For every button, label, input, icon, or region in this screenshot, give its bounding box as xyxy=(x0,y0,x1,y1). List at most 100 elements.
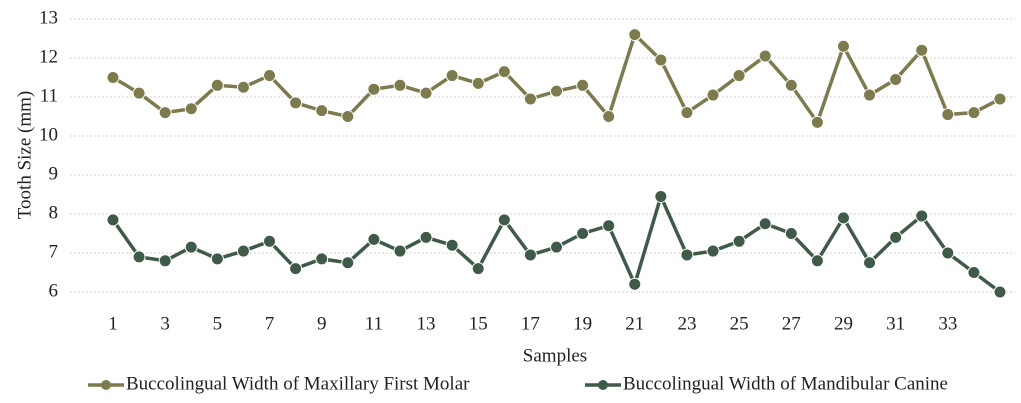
data-point xyxy=(471,76,485,90)
data-point xyxy=(680,248,694,262)
data-point xyxy=(836,211,850,225)
data-point xyxy=(654,189,668,203)
data-point xyxy=(210,252,224,266)
x-tick-label: 5 xyxy=(213,313,223,334)
data-point xyxy=(341,256,355,270)
y-tick-label: 11 xyxy=(40,85,58,106)
data-point xyxy=(758,49,772,63)
y-tick-label: 8 xyxy=(49,202,59,223)
data-point xyxy=(106,213,120,227)
legend-label: Buccolingual Width of Maxillary First Mo… xyxy=(126,373,470,394)
data-point xyxy=(315,252,329,266)
series-line xyxy=(112,31,1001,127)
x-tick-label: 23 xyxy=(677,313,696,334)
data-point xyxy=(393,78,407,92)
x-tick-label: 25 xyxy=(730,313,749,334)
data-point xyxy=(993,285,1007,299)
data-point xyxy=(158,254,172,268)
y-tick-label: 9 xyxy=(49,163,59,184)
x-tick-label: 15 xyxy=(469,313,488,334)
x-tick-label: 31 xyxy=(886,313,905,334)
data-point xyxy=(210,78,224,92)
data-point xyxy=(289,262,303,276)
data-point xyxy=(758,217,772,231)
y-tick-label: 13 xyxy=(39,7,58,28)
data-point xyxy=(523,92,537,106)
data-point xyxy=(419,86,433,100)
data-point xyxy=(863,256,877,270)
data-point xyxy=(941,108,955,122)
data-point xyxy=(184,102,198,116)
data-point xyxy=(732,69,746,83)
data-point xyxy=(576,227,590,240)
data-point xyxy=(889,230,903,244)
data-point xyxy=(967,266,981,279)
data-point xyxy=(367,82,381,96)
data-point xyxy=(836,39,850,53)
data-point xyxy=(863,88,877,102)
data-point xyxy=(550,84,563,98)
data-point xyxy=(941,246,955,260)
data-point xyxy=(810,254,824,268)
data-point xyxy=(576,78,590,92)
data-point xyxy=(523,248,537,262)
x-tick-label: 21 xyxy=(625,313,644,334)
data-point xyxy=(732,234,746,248)
data-point xyxy=(315,104,329,118)
x-tick-label: 13 xyxy=(417,313,436,334)
x-tick-label: 1 xyxy=(108,313,118,334)
data-point xyxy=(263,69,277,83)
data-point xyxy=(263,234,277,248)
data-point xyxy=(967,106,981,120)
legend-label: Buccolingual Width of Mandibular Canine xyxy=(623,373,948,394)
data-point xyxy=(628,28,642,42)
y-tick-label: 6 xyxy=(49,280,59,301)
data-point xyxy=(680,106,694,120)
data-point xyxy=(915,209,929,223)
data-point xyxy=(784,78,798,92)
data-point xyxy=(419,230,433,244)
data-point xyxy=(132,250,146,264)
legend-marker xyxy=(101,380,111,390)
y-axis-label: Tooth Size (mm) xyxy=(14,91,35,219)
x-tick-label: 33 xyxy=(938,313,957,334)
x-tick-label: 17 xyxy=(521,313,540,334)
data-point xyxy=(445,69,459,83)
x-tick-label: 19 xyxy=(573,313,592,334)
x-tick-label: 9 xyxy=(317,313,327,334)
data-point xyxy=(550,240,563,254)
data-point xyxy=(106,71,120,84)
data-point xyxy=(993,92,1007,106)
x-axis-label: Samples xyxy=(523,345,587,366)
data-point xyxy=(158,106,172,120)
y-tick-label: 7 xyxy=(49,241,59,262)
data-point xyxy=(184,240,198,254)
x-tick-label: 3 xyxy=(160,313,170,334)
data-point xyxy=(602,110,616,123)
data-point xyxy=(393,244,407,258)
y-tick-label: 12 xyxy=(39,46,58,67)
data-point xyxy=(341,110,355,123)
x-tick-label: 11 xyxy=(365,313,383,334)
data-point xyxy=(915,43,929,57)
data-point xyxy=(628,277,642,291)
data-point xyxy=(810,115,824,129)
x-tick-label: 29 xyxy=(834,313,853,334)
y-tick-label: 10 xyxy=(39,124,58,145)
data-point xyxy=(497,213,511,227)
data-point xyxy=(132,86,146,100)
data-point xyxy=(706,244,720,258)
data-point xyxy=(445,238,459,252)
data-point xyxy=(236,244,250,258)
data-point xyxy=(367,232,381,246)
data-point xyxy=(784,227,798,240)
legend-marker xyxy=(598,380,608,390)
x-tick-label: 7 xyxy=(265,313,275,334)
data-point xyxy=(706,88,720,102)
data-point xyxy=(236,80,250,94)
data-point xyxy=(889,72,903,86)
data-point xyxy=(602,219,616,233)
data-point xyxy=(497,65,511,79)
data-point xyxy=(471,262,485,276)
